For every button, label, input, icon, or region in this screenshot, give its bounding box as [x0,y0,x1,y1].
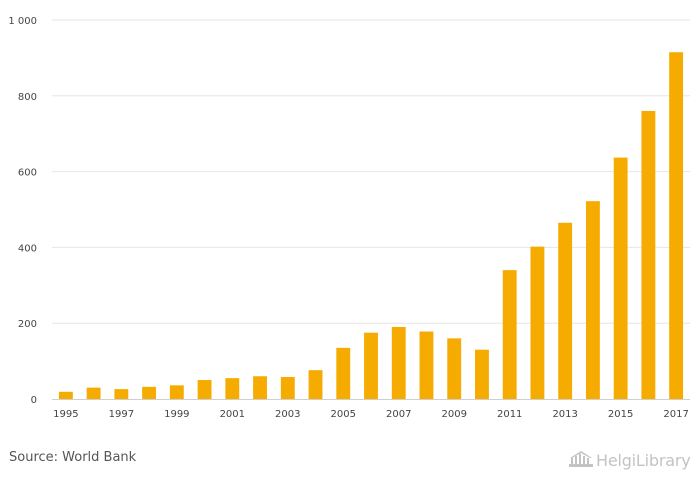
source-note: Source: World Bank [9,450,137,465]
bar-2006[interactable] [364,332,378,399]
x-tick-label: 2009 [441,409,466,420]
x-tick-label: 1999 [164,409,189,420]
x-tick-label: 2005 [331,409,356,420]
x-tick-label: 1997 [109,409,134,420]
bar-1998[interactable] [142,386,157,399]
bar-2005[interactable] [336,347,351,399]
x-axis-tick-labels: 1995 1997 1999 2001 2003 2005 2007 2009 2011 2013… [53,409,689,420]
bar-2000[interactable] [197,380,212,399]
y-tick-label: 200 [18,319,37,330]
bar-2008[interactable] [419,331,434,399]
bar-1999[interactable] [169,385,184,399]
y-tick-label: 400 [18,243,37,254]
bar-2011[interactable] [502,270,517,399]
bar-2010[interactable] [475,349,489,399]
bar-2002[interactable] [253,376,267,399]
helgi-library-logo-icon [569,451,593,467]
x-tick-label: 2001 [220,409,245,420]
bar-2004[interactable] [308,370,323,399]
x-tick-label: 2007 [386,409,411,420]
bar-2007[interactable] [391,326,406,399]
bar-1995[interactable] [58,391,73,399]
bar-1996[interactable] [86,387,101,399]
x-tick-label: 2011 [497,409,522,420]
x-tick-label: 2013 [552,409,577,420]
bar-2013[interactable] [558,222,573,399]
gridlines [52,19,690,324]
y-tick-label: 600 [18,168,37,179]
bar-2001[interactable] [225,378,240,399]
bar-1997[interactable] [114,389,129,399]
bar-2017[interactable] [669,52,684,400]
bars [58,52,684,400]
x-tick-label: 2015 [608,409,633,420]
bar-2015[interactable] [613,157,628,399]
y-tick-label: 0 [31,395,37,406]
x-tick-label: 2003 [275,409,300,420]
bar-2014[interactable] [585,201,600,399]
bar-2016[interactable] [641,110,656,400]
y-tick-label: 800 [18,92,37,103]
x-tick-label: 1995 [53,409,78,420]
bar-chart: 0 200 400 600 800 1 000 1995 1997 1999 2001 2003 2… [8,16,690,420]
helgi-library-logo[interactable]: HelgiLibrary [568,449,691,471]
bar-2012[interactable] [530,246,545,399]
y-tick-label: 1 000 [8,16,37,27]
y-axis-tick-labels: 0 200 400 600 800 1 000 [8,16,37,406]
bar-2003[interactable] [280,377,295,399]
x-tick-label: 2017 [663,409,688,420]
bar-2009[interactable] [447,338,462,399]
logo-text: HelgiLibrary [596,450,691,470]
